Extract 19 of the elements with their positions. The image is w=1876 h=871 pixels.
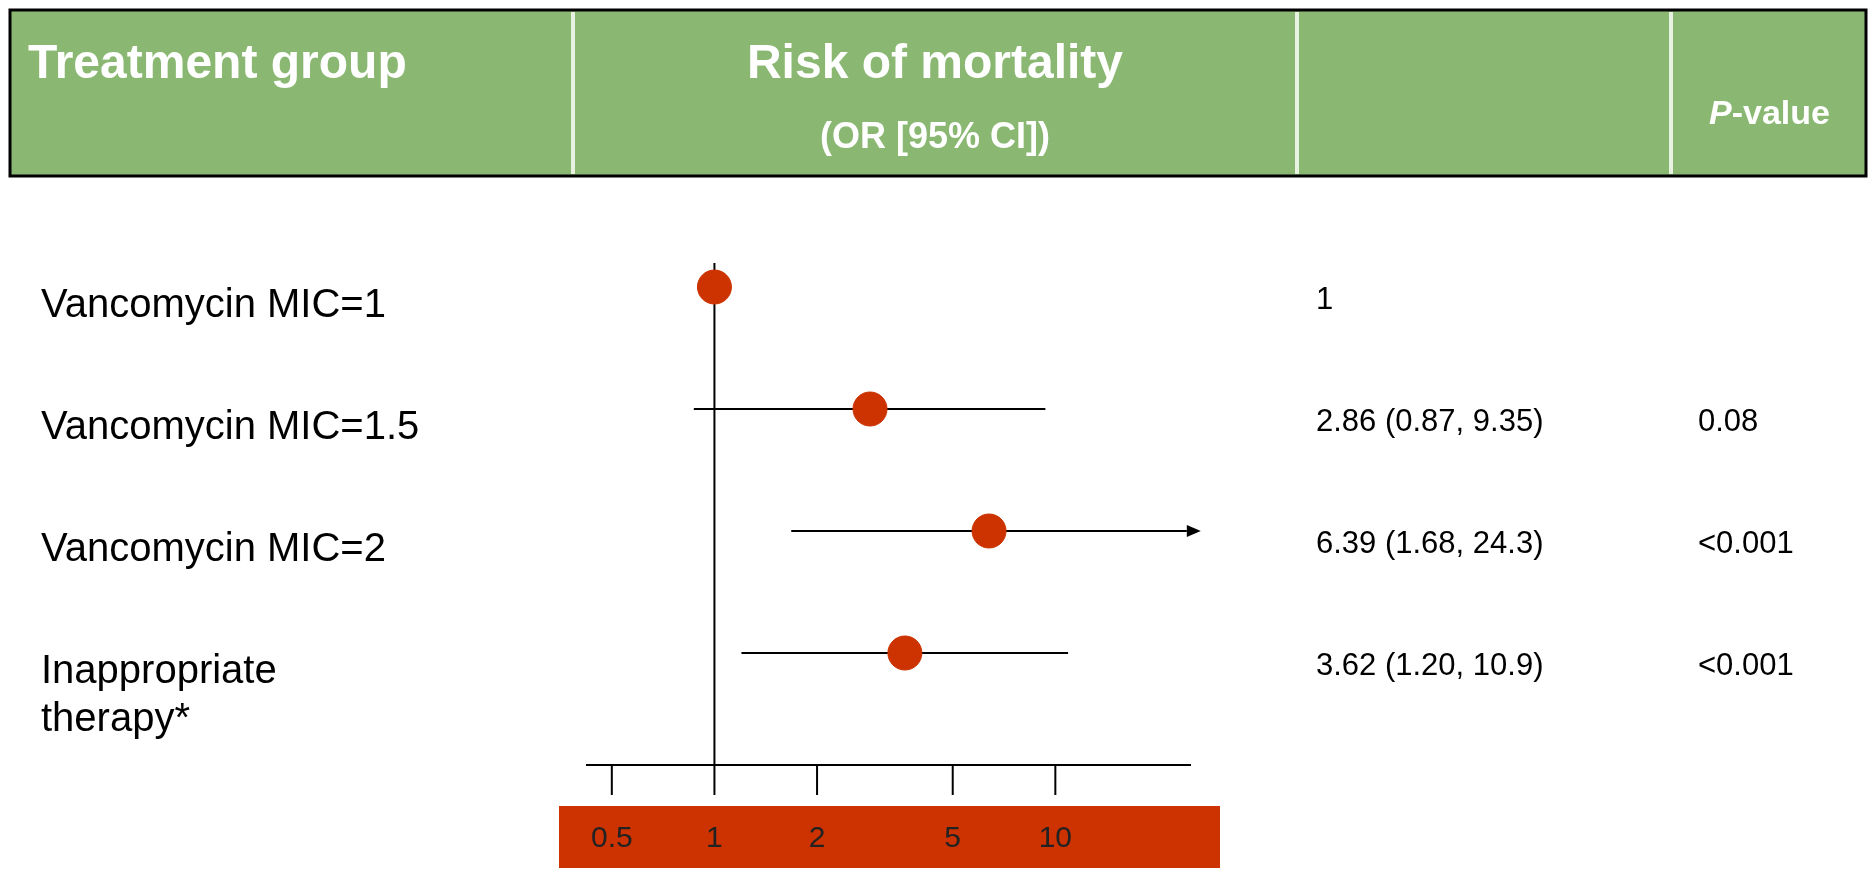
x-tick-label: 1 <box>706 820 723 853</box>
text: 3.62 (1.20, 10.9) <box>1316 647 1544 682</box>
x-tick-label: 0.5 <box>590 820 633 853</box>
y-tick-label: Vancomycin MIC=2 <box>41 525 386 569</box>
text: 6.39 (1.68, 24.3) <box>1316 525 1544 560</box>
x-tick-label: 5 <box>944 820 962 853</box>
x-axis-title: Risk of mortality (OR [95% CI]) <box>746 35 1124 156</box>
text: 1 <box>1316 281 1334 316</box>
text: <0.001 <box>1698 525 1794 560</box>
text: 2.86 (0.87, 9.35) <box>1316 403 1544 438</box>
y-tick-label: Vancomycin MIC=1 <box>41 281 386 325</box>
text: 0.08 <box>1698 403 1759 438</box>
y-axis-title: Treatment group <box>28 35 407 88</box>
text: <0.001 <box>1698 647 1794 682</box>
x-tick-label: 2 <box>808 820 826 853</box>
x-tick-label: 10 <box>1038 820 1073 853</box>
y-tick-label: Inappropriate therapy* <box>41 647 277 739</box>
text: P-value <box>1709 93 1830 131</box>
y-tick-label: Vancomycin MIC=1.5 <box>41 403 420 447</box>
